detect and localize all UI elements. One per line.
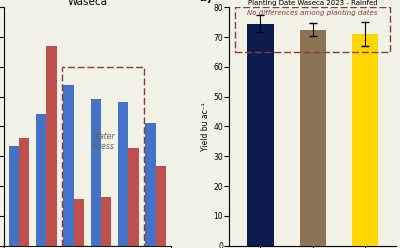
Bar: [74, 199, 84, 246]
Bar: [156, 166, 166, 246]
Title: Waseca: Waseca: [68, 0, 108, 7]
Y-axis label: Yield bu ac⁻¹: Yield bu ac⁻¹: [202, 102, 210, 151]
Text: No differences among planting dates: No differences among planting dates: [248, 10, 378, 16]
Bar: [91, 99, 101, 246]
Bar: [145, 123, 156, 246]
Title: Planting Date Waseca 2023 - Rainfed: Planting Date Waseca 2023 - Rainfed: [248, 0, 378, 6]
Text: b): b): [199, 0, 212, 3]
Bar: [128, 148, 139, 246]
Bar: [101, 197, 112, 246]
Bar: [352, 34, 378, 246]
Bar: [63, 85, 74, 246]
Bar: [19, 138, 30, 246]
Bar: [118, 102, 128, 246]
Bar: [36, 114, 46, 246]
Text: Water
stress: Water stress: [92, 132, 115, 151]
Bar: [9, 146, 19, 246]
Bar: [300, 30, 326, 246]
Bar: [248, 24, 274, 246]
Bar: [46, 46, 57, 246]
